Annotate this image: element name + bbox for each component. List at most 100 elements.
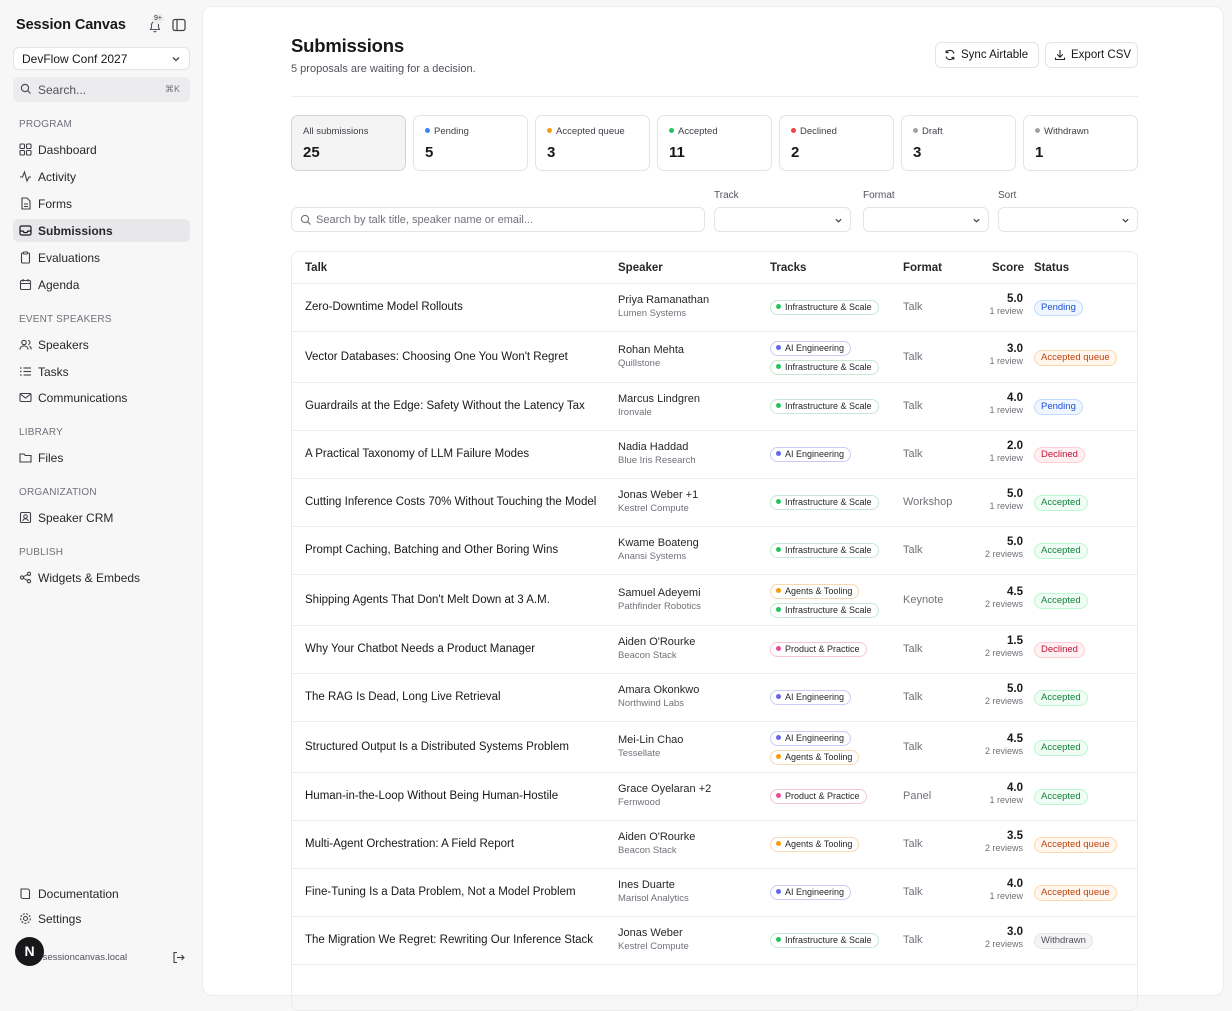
table-row[interactable]: Structured Output Is a Distributed Syste… (292, 722, 1137, 773)
talk-title[interactable]: Why Your Chatbot Needs a Product Manager (305, 643, 536, 655)
talk-title[interactable]: Fine-Tuning Is a Data Problem, Not a Mod… (305, 886, 576, 898)
speaker-company: Blue Iris Research (618, 455, 696, 466)
speaker-cell: Kwame Boateng Anansi Systems (618, 537, 699, 562)
talk-title[interactable]: Cutting Inference Costs 70% Without Touc… (305, 496, 597, 508)
column-header-score[interactable]: Score (992, 262, 1024, 274)
sidebar-item-documentation[interactable]: Documentation (13, 882, 190, 905)
sidebar-item-label: Speakers (38, 338, 89, 352)
column-header-tracks[interactable]: Tracks (770, 262, 807, 274)
speaker-name: Ines Duarte (618, 879, 675, 891)
status-filter-card[interactable]: Pending 5 (413, 115, 528, 171)
speaker-company: Quillstone (618, 357, 661, 369)
track-chip: Product & Practice (770, 642, 867, 657)
sidebar-toggle-icon[interactable] (172, 18, 186, 32)
sidebar-item-communications[interactable]: Communications (13, 386, 190, 409)
sidebar-item-settings[interactable]: Settings (13, 907, 190, 930)
export-csv-button[interactable]: Export CSV (1045, 42, 1138, 68)
sidebar-search[interactable]: Search... ⌘K (13, 77, 190, 102)
event-selector[interactable]: DevFlow Conf 2027 (13, 47, 190, 70)
track-dot (776, 451, 781, 456)
logout-icon[interactable] (172, 951, 185, 964)
speaker-cell: Aiden O'Rourke Beacon Stack (618, 831, 695, 856)
column-header-talk[interactable]: Talk (305, 262, 328, 274)
table-row[interactable]: Multi-Agent Orchestration: A Field Repor… (292, 821, 1137, 869)
table-row[interactable]: A Practical Taxonomy of LLM Failure Mode… (292, 431, 1137, 479)
track-filter-select[interactable] (714, 207, 851, 232)
sidebar-item-forms[interactable]: Forms (13, 192, 190, 215)
status-filter-label-row: Pending (425, 126, 469, 137)
talk-title[interactable]: Vector Databases: Choosing One You Won't… (305, 350, 568, 363)
track-chip: Infrastructure & Scale (770, 933, 879, 948)
format-filter-select[interactable] (863, 207, 989, 232)
talk-title[interactable]: Multi-Agent Orchestration: A Field Repor… (305, 838, 515, 850)
sidebar-item-speaker-crm[interactable]: Speaker CRM (13, 506, 190, 529)
review-count: 2 reviews (984, 745, 1023, 756)
speaker-cell: Priya Ramanathan Lumen Systems (618, 294, 709, 319)
status-filter-card[interactable]: Declined 2 (779, 115, 894, 171)
event-selector-value: DevFlow Conf 2027 (22, 52, 128, 66)
status-filter-card[interactable]: Accepted queue 3 (535, 115, 650, 171)
table-row[interactable]: Fine-Tuning Is a Data Problem, Not a Mod… (292, 869, 1137, 917)
track-chip: Agents & Tooling (770, 749, 860, 765)
download-icon (1054, 50, 1066, 61)
sidebar-item-evaluations[interactable]: Evaluations (13, 246, 190, 269)
talk-title[interactable]: Structured Output Is a Distributed Syste… (305, 740, 569, 753)
talk-title[interactable]: The RAG Is Dead, Long Live Retrieval (305, 691, 501, 703)
table-row[interactable]: Guardrails at the Edge: Safety Without t… (292, 383, 1137, 431)
talk-title[interactable]: Shipping Agents That Don't Melt Down at … (305, 593, 550, 606)
track-chip: Product & Practice (770, 789, 867, 804)
talk-title[interactable]: Human-in-the-Loop Without Being Human-Ho… (305, 790, 559, 802)
search-icon (20, 83, 31, 94)
track-dot (776, 344, 781, 350)
sidebar-item-agenda[interactable]: Agenda (13, 273, 190, 296)
column-header-speaker[interactable]: Speaker (618, 262, 663, 274)
track-chip: AI Engineering (770, 730, 852, 746)
sort-select[interactable] (998, 207, 1138, 232)
talk-title[interactable]: Guardrails at the Edge: Safety Without t… (305, 400, 585, 412)
table-row[interactable]: Why Your Chatbot Needs a Product Manager… (292, 626, 1137, 674)
table-row[interactable]: Prompt Caching, Batching and Other Borin… (292, 527, 1137, 575)
main-panel: Submissions 5 proposals are waiting for … (202, 6, 1224, 1011)
speaker-cell: Ines Duarte Marisol Analytics (618, 879, 689, 904)
review-count: 1 review (989, 501, 1023, 511)
status-badge: Accepted (1034, 690, 1088, 706)
status-filter-card[interactable]: Withdrawn 1 (1023, 115, 1138, 171)
talk-title[interactable]: Zero-Downtime Model Rollouts (305, 301, 463, 313)
sidebar-item-label: Files (38, 451, 64, 465)
sidebar-item-widgets[interactable]: Widgets & Embeds (13, 566, 190, 589)
notifications-bell-icon[interactable]: 9+ (147, 14, 164, 33)
track-chip: Infrastructure & Scale (770, 359, 879, 375)
table-row[interactable]: Shipping Agents That Don't Melt Down at … (292, 575, 1137, 626)
review-count: 2 reviews (984, 598, 1023, 609)
sidebar-item-speakers[interactable]: Speakers (13, 333, 190, 356)
table-row[interactable]: The Migration We Regret: Rewriting Our I… (292, 917, 1137, 965)
status-dot (425, 128, 430, 133)
status-badge: Accepted queue (1034, 349, 1117, 366)
sidebar-item-tasks[interactable]: Tasks (13, 360, 190, 383)
sidebar-item-dashboard[interactable]: Dashboard (13, 138, 190, 161)
avatar[interactable]: N (15, 937, 44, 966)
status-filter-count: 11 (669, 144, 685, 161)
table-row[interactable]: The RAG Is Dead, Long Live Retrieval Amar… (292, 674, 1137, 722)
column-header-format[interactable]: Format (903, 262, 942, 274)
talk-title[interactable]: Prompt Caching, Batching and Other Borin… (305, 544, 559, 556)
table-row[interactable]: Cutting Inference Costs 70% Without Touc… (292, 479, 1137, 527)
sync-airtable-button[interactable]: Sync Airtable (935, 42, 1039, 68)
table-row[interactable]: Vector Databases: Choosing One You Won't… (292, 332, 1137, 383)
table-row[interactable]: Zero-Downtime Model Rollouts Priya Ramana… (292, 284, 1137, 332)
track-dot (776, 587, 781, 593)
talk-title[interactable]: A Practical Taxonomy of LLM Failure Mode… (305, 448, 530, 460)
sidebar-item-submissions[interactable]: Submissions (13, 219, 190, 242)
track-chip: AI Engineering (770, 340, 852, 356)
sidebar-item-files[interactable]: Files (13, 446, 190, 469)
status-filter-card[interactable]: All submissions 25 (291, 115, 406, 171)
talk-title[interactable]: The Migration We Regret: Rewriting Our I… (305, 934, 594, 946)
table-row[interactable]: Human-in-the-Loop Without Being Human-Ho… (292, 773, 1137, 821)
sidebar-item-activity[interactable]: Activity (13, 165, 190, 188)
score-cell: 5.0 1 review (989, 293, 1023, 316)
submission-search-input[interactable]: Search by talk title, speaker name or em… (291, 207, 705, 232)
score-cell: 4.5 2 reviews (985, 733, 1023, 756)
status-filter-card[interactable]: Draft 3 (901, 115, 1016, 171)
status-filter-card[interactable]: Accepted 11 (657, 115, 772, 171)
column-header-status[interactable]: Status (1034, 262, 1070, 274)
